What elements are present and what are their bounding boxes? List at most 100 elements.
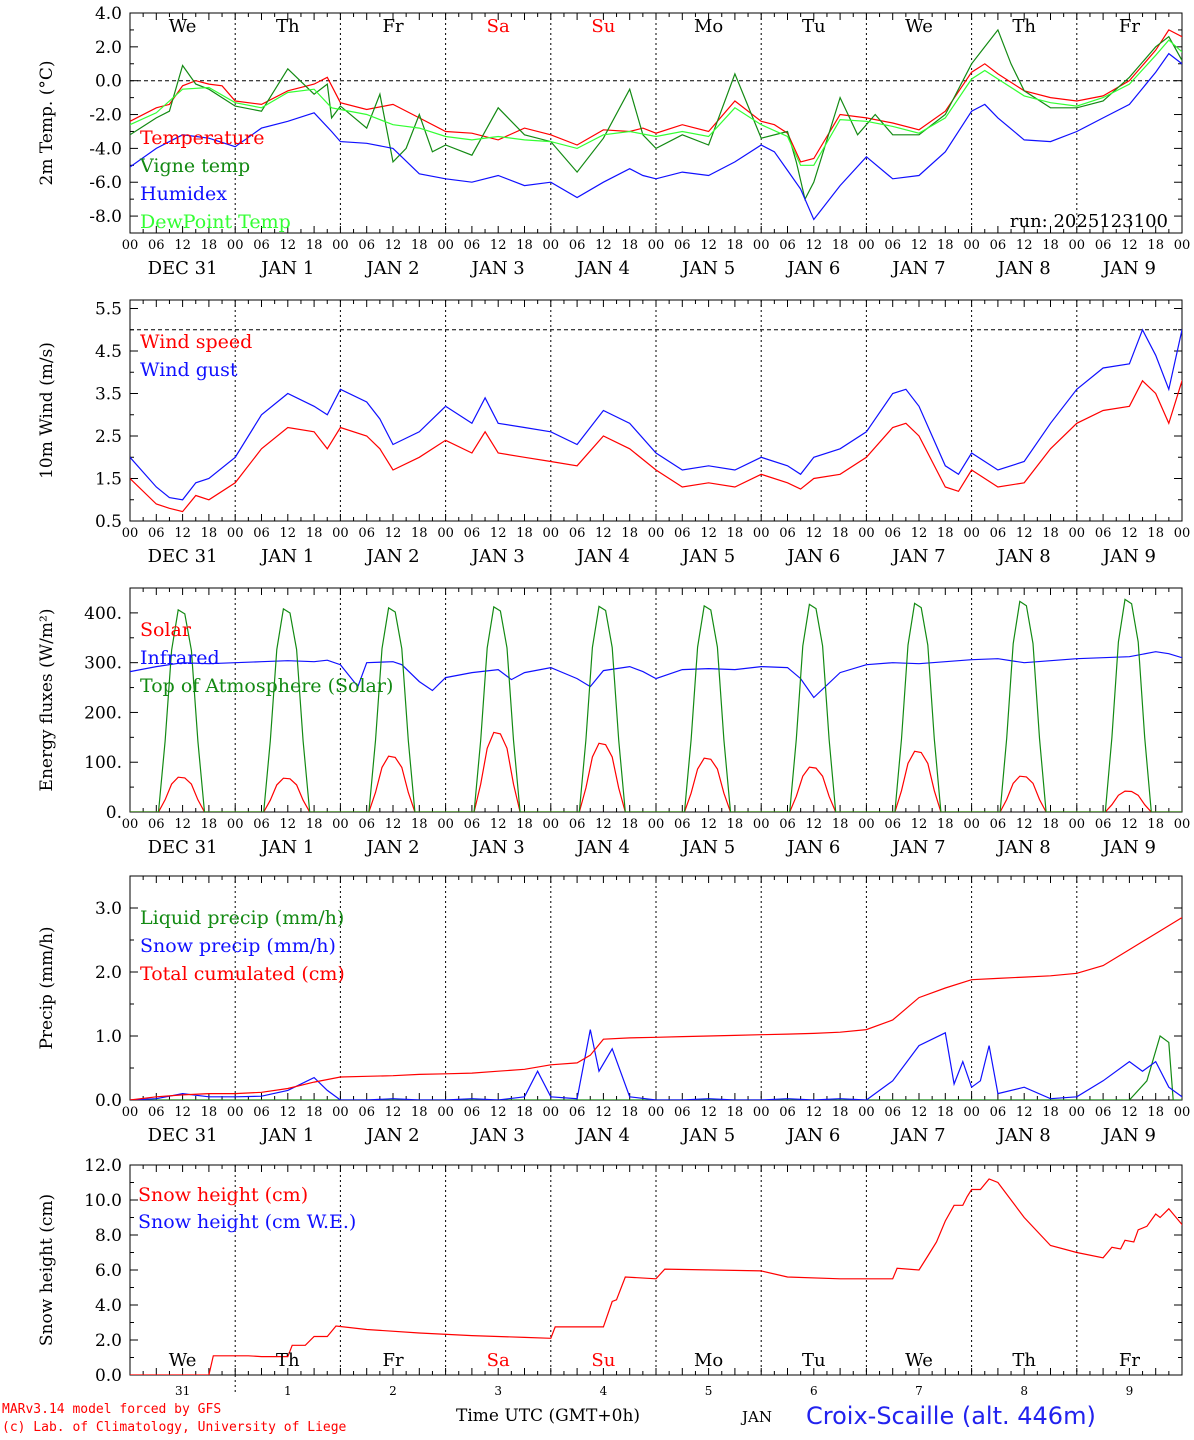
hour-tick-label: 06: [253, 526, 270, 541]
day-label: JAN 6: [785, 546, 840, 567]
hour-tick-label: 18: [1042, 526, 1059, 541]
hour-tick-label: 00: [753, 817, 770, 832]
y-tick-label: 0.5: [95, 512, 122, 532]
hour-tick-label: 06: [569, 526, 586, 541]
hour-tick-label: 18: [516, 238, 533, 253]
hour-tick-label: 00: [858, 526, 875, 541]
hour-tick-label: 18: [201, 238, 218, 253]
hour-tick-label: 06: [779, 238, 796, 253]
day-label: JAN 1: [259, 837, 314, 858]
hour-tick-label: 12: [806, 238, 823, 253]
legend-entry: Total cumulated (cm): [140, 963, 345, 985]
y-tick-label: -2.0: [89, 106, 122, 126]
hour-tick-label: 18: [832, 817, 849, 832]
hour-tick-label: 06: [148, 526, 165, 541]
hour-tick-label: 06: [148, 817, 165, 832]
hour-tick-label: 18: [727, 1105, 744, 1120]
weekday-label: Fr: [1119, 1350, 1140, 1371]
series-line-humidex: [130, 52, 1182, 221]
legend-entry: Infrared: [140, 647, 220, 669]
hour-tick-label: 12: [174, 1105, 191, 1120]
run-label: run: 2025123100: [1010, 211, 1168, 232]
hour-tick-label: 12: [911, 817, 928, 832]
day-label: JAN 2: [364, 258, 419, 279]
hour-tick-label: 00: [963, 817, 980, 832]
legend-entry: Snow height (cm W.E.): [138, 1211, 356, 1233]
hour-tick-label: 00: [753, 238, 770, 253]
hour-tick-label: 00: [543, 238, 560, 253]
day-label: JAN 1: [259, 1125, 314, 1146]
hour-tick-label: 18: [1042, 238, 1059, 253]
hour-tick-label: 18: [937, 238, 954, 253]
series-line-temperature: [130, 29, 1182, 163]
hour-tick-label: 06: [464, 817, 481, 832]
hour-tick-label: 06: [990, 238, 1007, 253]
hour-tick-label: 00: [437, 526, 454, 541]
hour-tick-label: 18: [516, 817, 533, 832]
hour-tick-label: 00: [1069, 1105, 1086, 1120]
y-tick-label: 3.5: [95, 385, 122, 405]
hour-tick-label: 18: [201, 1105, 218, 1120]
hour-tick-label: 00: [437, 238, 454, 253]
hour-tick-label: 06: [779, 1105, 796, 1120]
hour-tick-label: 06: [674, 817, 691, 832]
hour-tick-label: 06: [148, 1105, 165, 1120]
date-number: 5: [705, 1384, 713, 1398]
weekday-label: Tu: [802, 16, 826, 37]
hour-tick-label: 12: [700, 526, 717, 541]
weekday-label: Th: [1012, 1350, 1036, 1371]
hour-tick-label: 00: [963, 1105, 980, 1120]
hour-tick-label: 12: [174, 238, 191, 253]
weekday-label: Mo: [694, 16, 723, 37]
day-label: JAN 8: [996, 837, 1051, 858]
series-group: [130, 28, 1182, 221]
hour-tick-label: 00: [1174, 1105, 1191, 1120]
hour-tick-label: 12: [595, 817, 612, 832]
legend-entry: Temperature: [140, 127, 264, 149]
hour-tick-label: 06: [884, 526, 901, 541]
hour-tick-label: 06: [1095, 526, 1112, 541]
hour-tick-label: 12: [280, 238, 297, 253]
hour-tick-label: 12: [280, 1105, 297, 1120]
day-label: JAN 3: [470, 1125, 525, 1146]
hour-tick-label: 06: [358, 1105, 375, 1120]
hour-tick-label: 00: [963, 526, 980, 541]
hour-tick-label: 12: [1016, 817, 1033, 832]
hour-tick-label: 00: [648, 238, 665, 253]
hour-tick-label: 00: [332, 238, 349, 253]
hour-tick-label: 06: [464, 526, 481, 541]
hour-tick-label: 00: [332, 526, 349, 541]
hour-tick-label: 12: [911, 1105, 928, 1120]
hour-tick-label: 00: [1069, 526, 1086, 541]
hour-tick-label: 12: [1121, 817, 1138, 832]
hour-tick-label: 12: [385, 817, 402, 832]
hour-tick-label: 06: [990, 1105, 1007, 1120]
series-group: [130, 1178, 1182, 1375]
hour-tick-label: 12: [280, 817, 297, 832]
day-label: JAN 6: [785, 1125, 840, 1146]
hour-tick-label: 18: [411, 526, 428, 541]
day-label: JAN 4: [575, 258, 630, 279]
day-label: JAN 9: [1101, 837, 1156, 858]
hour-tick-label: 00: [1069, 238, 1086, 253]
legend-entry: Liquid precip (mm/h): [140, 907, 344, 929]
y-tick-label: 2.0: [95, 1331, 122, 1351]
weekday-label: We: [169, 1350, 197, 1371]
hour-tick-label: 00: [1174, 526, 1191, 541]
series-group: [130, 328, 1182, 513]
footer-station: Croix-Scaille (alt. 446m): [806, 1402, 1096, 1430]
hour-tick-label: 12: [595, 1105, 612, 1120]
series-line-top-of-atmosphere-solar: [130, 598, 1182, 812]
hour-tick-label: 00: [332, 817, 349, 832]
panel-precip: [129, 875, 1183, 1101]
hour-tick-label: 18: [1042, 1105, 1059, 1120]
hour-tick-label: 06: [884, 238, 901, 253]
day-label: JAN 5: [680, 258, 735, 279]
y-tick-label: 2.0: [95, 38, 122, 58]
weekday-label: Th: [1012, 16, 1036, 37]
y-tick-label: 3.0: [95, 899, 122, 919]
hour-tick-label: 18: [621, 1105, 638, 1120]
hour-tick-label: 18: [201, 526, 218, 541]
series-line-snow-height-cm: [130, 1178, 1182, 1375]
